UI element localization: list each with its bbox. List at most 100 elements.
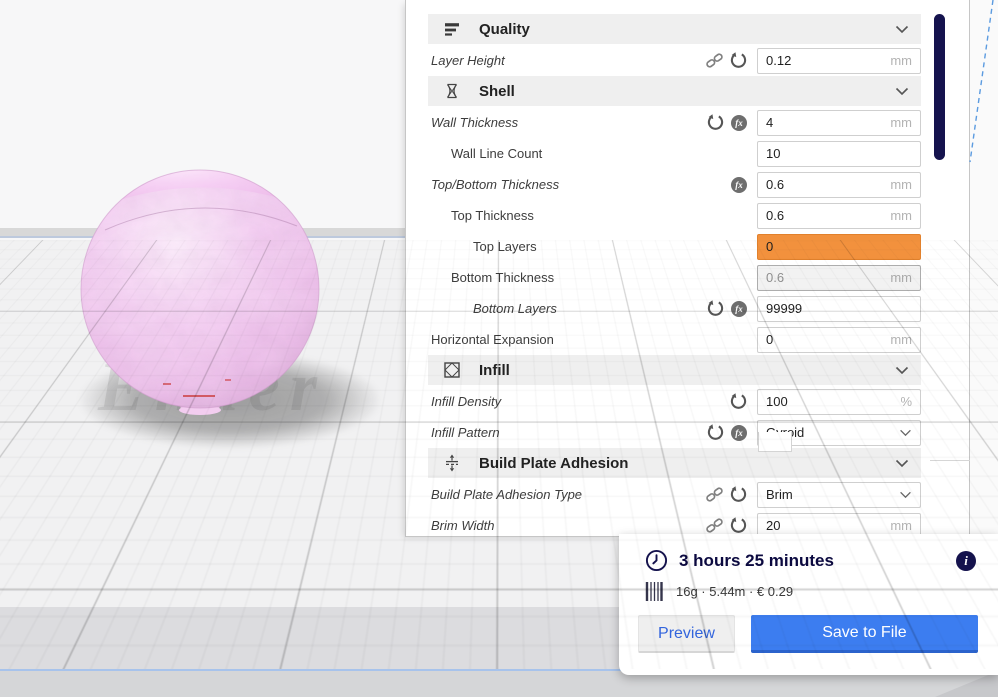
section-build-plate-adhesion[interactable]: Build Plate Adhesion [428,448,921,478]
section-title: Build Plate Adhesion [479,454,629,472]
setting-row-horizontal-expansion: Horizontal Expansion 0 mm [406,324,969,355]
setting-row-bottom-thickness: Bottom Thickness 0.6 mm [406,262,969,293]
field-value: 0.6 [766,177,785,192]
link-icon[interactable] [706,52,723,69]
horizontal-expansion-input[interactable]: 0 mm [757,326,921,353]
field-unit: mm [890,53,912,68]
field-value: 0 [766,332,774,347]
field-value: 0.6 [766,270,785,285]
print-summary-panel: 3 hours 25 minutes i 16g · 5.44m · € 0.2… [619,534,998,675]
info-icon[interactable]: i [956,551,976,571]
chevron-down-icon [900,429,911,436]
chevron-down-icon [895,459,909,467]
reset-icon[interactable] [707,300,724,317]
reset-icon[interactable] [707,114,724,131]
reset-icon[interactable] [730,486,747,503]
bottom-thickness-input-disabled: 0.6 mm [757,264,921,291]
setting-row-brim-width: Brim Width 20 mm [406,510,969,536]
reset-icon[interactable] [730,393,747,410]
setting-row-top-layers: Top Layers 0 [406,231,969,262]
setting-row-infill-density: Infill Density 100 % [406,386,969,417]
infill-icon [444,362,460,378]
field-value: 0.6 [766,208,785,223]
infill-density-input[interactable]: 100 % [757,388,921,415]
function-icon[interactable]: fx [731,114,747,131]
scrollbar-thumb[interactable] [934,14,945,160]
layer-height-input[interactable]: 0.12 mm [757,47,921,74]
print-settings-panel: Quality Layer Height 0.12 [405,0,970,537]
material-usage: 16g · 5.44m · € 0.29 [676,584,794,599]
setting-row-infill-pattern: Infill Pattern fx Gyroid [406,417,969,448]
setting-row-top-bottom-thickness: Top/Bottom Thickness fx 0.6 mm [406,169,969,200]
chevron-down-icon [895,366,909,374]
field-value: 99999 [766,301,803,316]
clock-icon [645,549,668,572]
top-layers-input-warning[interactable]: 0 [757,233,921,260]
build-plate-base-strip [0,671,998,697]
reset-icon[interactable] [730,517,747,534]
field-value: 20 [766,518,781,533]
setting-label: Infill Pattern [431,425,500,440]
setting-label: Wall Thickness [431,115,519,130]
field-value: 0.12 [766,53,792,68]
globe-model[interactable] [75,152,325,422]
wall-thickness-input[interactable]: 4 mm [757,109,921,136]
save-to-file-button[interactable]: Save to File [750,615,978,653]
build-plate-front-edge [0,669,998,671]
dropdown-spinner-notch [758,432,792,452]
setting-row-layer-height: Layer Height 0.12 mm [406,45,969,76]
section-infill[interactable]: Infill [428,355,921,385]
setting-label: Infill Density [431,394,502,409]
setting-label: Wall Line Count [451,146,543,161]
section-quality[interactable]: Quality [428,14,921,44]
adhesion-icon [446,454,458,472]
brim-width-input[interactable]: 20 mm [757,512,921,536]
setting-row-wall-line-count: Wall Line Count 10 [406,138,969,169]
setting-row-top-thickness: Top Thickness 0.6 mm [406,200,969,231]
quality-layers-icon [445,23,459,36]
field-value: 10 [766,146,781,161]
setting-label: Top/Bottom Thickness [431,177,560,192]
viewport-right-strip [970,0,998,537]
field-value: 100 [766,394,788,409]
section-title: Infill [479,361,510,379]
setting-row-wall-thickness: Wall Thickness fx 4 mm [406,107,969,138]
function-icon[interactable]: fx [731,424,747,441]
model-error-marks [163,379,231,397]
field-unit: mm [890,177,912,192]
setting-label: Bottom Layers [473,301,557,316]
link-icon[interactable] [706,486,723,503]
setting-row-adhesion-type: Build Plate Adhesion Type Brim [406,479,969,510]
section-title: Quality [479,20,530,38]
field-value: 4 [766,115,774,130]
dropdown-value: Brim [766,487,793,502]
chevron-down-icon [895,25,909,33]
field-unit: mm [890,208,912,223]
function-icon[interactable]: fx [731,300,747,317]
build-volume-edge [969,0,994,163]
bottom-layers-input[interactable]: 99999 [757,295,921,322]
wall-line-count-input[interactable]: 10 [757,140,921,167]
section-shell[interactable]: Shell [428,76,921,106]
preview-button[interactable]: Preview [638,615,735,653]
reset-icon[interactable] [707,424,724,441]
setting-label: Brim Width [431,518,495,533]
setting-label: Top Layers [473,239,537,254]
material-spool-icon [645,582,663,601]
top-thickness-input[interactable]: 0.6 mm [757,202,921,229]
panel-divider [930,460,970,461]
field-unit: mm [890,270,912,285]
chevron-down-icon [895,87,909,95]
link-icon[interactable] [706,517,723,534]
field-unit: mm [890,332,912,347]
setting-label: Build Plate Adhesion Type [431,487,583,502]
reset-icon[interactable] [730,52,747,69]
function-icon[interactable]: fx [731,176,747,193]
field-unit: mm [890,115,912,130]
setting-row-bottom-layers: Bottom Layers fx 99999 [406,293,969,324]
top-bottom-thickness-input[interactable]: 0.6 mm [757,171,921,198]
shell-icon [446,83,458,99]
adhesion-type-dropdown[interactable]: Brim [757,481,921,508]
setting-label: Bottom Thickness [451,270,555,285]
